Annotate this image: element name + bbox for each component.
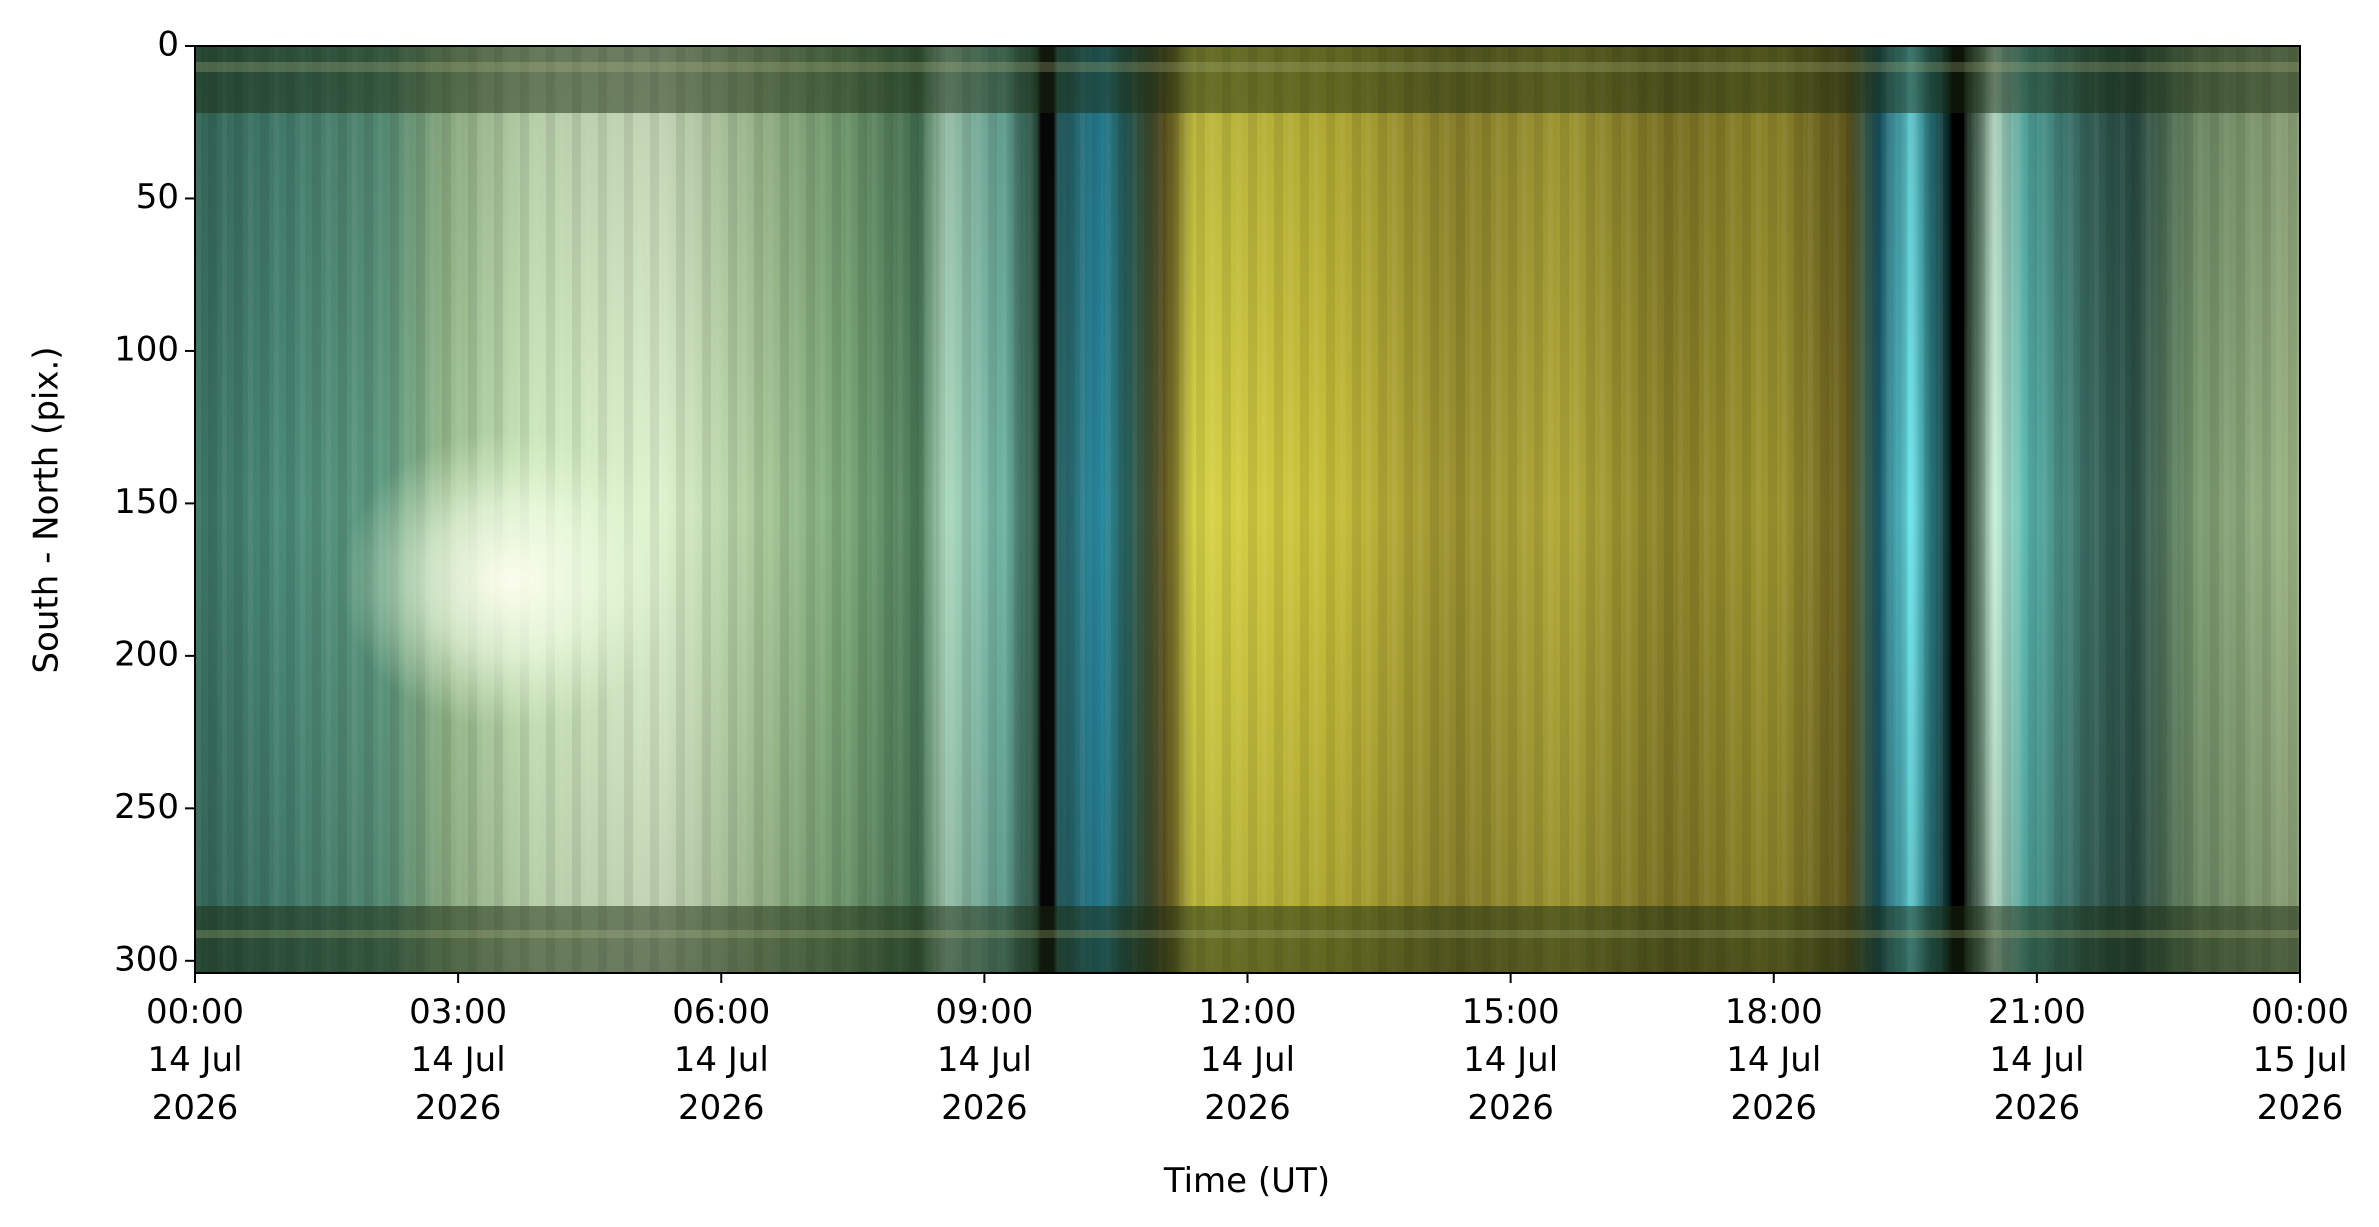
x-tick-label: 06:00 14 Jul 2026 <box>672 992 770 1128</box>
x-tick-label-line: 2026 <box>678 1088 765 1128</box>
x-tick-label: 15:00 14 Jul 2026 <box>1462 992 1560 1128</box>
x-tick-label-line: 2026 <box>415 1088 502 1128</box>
x-tick-label-line: 14 Jul <box>674 1040 769 1080</box>
x-tick-label: 18:00 14 Jul 2026 <box>1725 992 1823 1128</box>
x-tick-label-line: 2026 <box>1204 1088 1291 1128</box>
x-tick-label: 03:00 14 Jul 2026 <box>409 992 507 1128</box>
x-tick-label-line: 14 Jul <box>1989 1040 2084 1080</box>
x-tick-label-line: 2026 <box>941 1088 1028 1128</box>
x-tick-label: 12:00 14 Jul 2026 <box>1199 992 1297 1128</box>
y-tick-label: 0 <box>157 25 179 65</box>
y-tick-label: 150 <box>114 482 179 522</box>
x-axis-label: Time (UT) <box>1163 1161 1330 1201</box>
x-tick-label-line: 14 Jul <box>411 1040 506 1080</box>
x-tick-label-line: 15:00 <box>1462 992 1560 1032</box>
y-tick-label: 300 <box>114 939 179 979</box>
x-tick-label-line: 00:00 <box>2251 992 2349 1032</box>
x-tick-label-line: 09:00 <box>935 992 1033 1032</box>
x-tick-label-line: 03:00 <box>409 992 507 1032</box>
y-tick-label: 200 <box>114 634 179 674</box>
y-axis-label: South - North (pix.) <box>27 346 67 673</box>
x-tick-label-line: 2026 <box>1730 1088 1817 1128</box>
x-tick-label-line: 14 Jul <box>147 1040 242 1080</box>
x-tick-label: 21:00 14 Jul 2026 <box>1988 992 2086 1128</box>
y-tick-label: 50 <box>136 177 179 217</box>
x-tick-label-line: 14 Jul <box>937 1040 1032 1080</box>
x-tick-label-line: 06:00 <box>672 992 770 1032</box>
x-tick-label-line: 21:00 <box>1988 992 2086 1032</box>
x-tick-label-line: 18:00 <box>1725 992 1823 1032</box>
x-tick-label-line: 2026 <box>2257 1088 2344 1128</box>
x-tick-label-line: 2026 <box>1467 1088 1554 1128</box>
x-tick-label-line: 14 Jul <box>1200 1040 1295 1080</box>
y-tick-label: 250 <box>114 787 179 827</box>
y-tick-label: 100 <box>114 329 179 369</box>
x-tick-label: 09:00 14 Jul 2026 <box>935 992 1033 1128</box>
keogram-image <box>195 46 2300 973</box>
x-tick-label-line: 14 Jul <box>1463 1040 1558 1080</box>
x-tick-label-line: 12:00 <box>1199 992 1297 1032</box>
x-tick-label-line: 14 Jul <box>1726 1040 1821 1080</box>
x-tick-label-line: 15 Jul <box>2252 1040 2347 1080</box>
x-tick-label: 00:00 14 Jul 2026 <box>146 992 244 1128</box>
x-tick-label-line: 2026 <box>1994 1088 2081 1128</box>
x-tick-label-line: 2026 <box>152 1088 239 1128</box>
x-tick-label-line: 00:00 <box>146 992 244 1032</box>
x-tick-label: 00:00 15 Jul 2026 <box>2251 992 2349 1128</box>
